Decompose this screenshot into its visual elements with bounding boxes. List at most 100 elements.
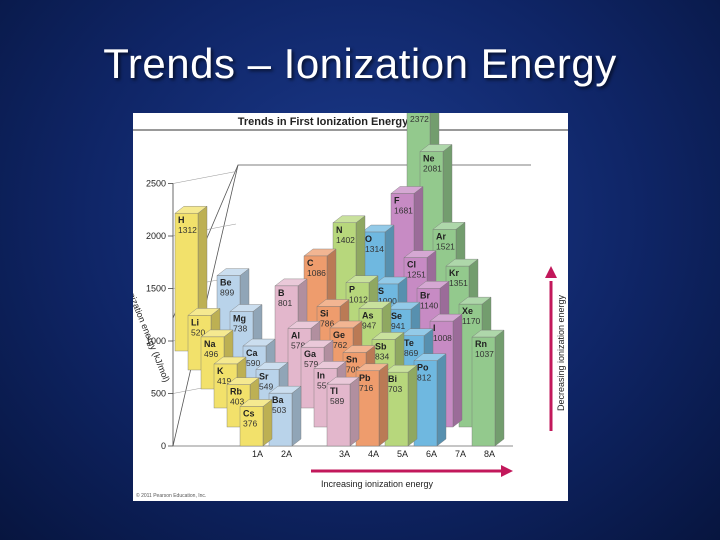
- bar-symbol-label: Cs: [243, 409, 255, 419]
- bar-value-label: 1008: [433, 333, 452, 343]
- bar-symbol-label: Ca: [246, 348, 258, 358]
- bar-value-label: 1000: [378, 296, 397, 306]
- bar-value-label: 579: [304, 359, 318, 369]
- bar-value-label: 1402: [336, 235, 355, 245]
- bar-front-Tl: [326, 383, 351, 447]
- bar-symbol-label: Na: [204, 339, 216, 349]
- x-tick-label: 8A: [484, 449, 495, 459]
- bar-side-Bi: [407, 364, 418, 447]
- y-tick-label: 2000: [146, 231, 166, 241]
- x-tick-label: 2A: [281, 449, 292, 459]
- bar-front-Cs: [239, 406, 264, 447]
- slide-title: Trends – Ionization Energy: [103, 40, 617, 87]
- bar-symbol-label: H: [178, 215, 185, 225]
- bar-value-label: 558: [317, 380, 331, 390]
- decreasing-arrow-head: [545, 266, 557, 278]
- bar-symbol-label: Sb: [375, 341, 387, 351]
- bar-symbol-label: He: [410, 113, 422, 114]
- increasing-arrow-label: Increasing ionization energy: [321, 479, 434, 489]
- bar-value-label: 589: [330, 396, 344, 406]
- bar-value-label: 947: [362, 321, 376, 331]
- bar-value-label: 941: [391, 321, 405, 331]
- bar-side-Po: [436, 353, 447, 447]
- bar-symbol-label: Ge: [333, 330, 345, 340]
- bar-value-label: 1086: [307, 268, 326, 278]
- bar-symbol-label: O: [365, 234, 372, 244]
- bar-value-label: 738: [233, 324, 247, 334]
- bar-value-label: 549: [259, 381, 273, 391]
- bar-symbol-label: Se: [391, 311, 402, 321]
- bar-symbol-label: Ba: [272, 395, 284, 405]
- bar-side-Cs: [262, 399, 273, 447]
- bar-value-label: 1037: [475, 349, 494, 359]
- bar-symbol-label: Cl: [407, 260, 416, 270]
- x-tick-label: 7A: [455, 449, 466, 459]
- y-tick-label: 1500: [146, 284, 166, 294]
- bar-symbol-label: Pb: [359, 373, 371, 383]
- bar-symbol-label: Bi: [388, 374, 397, 384]
- x-tick-label: 4A: [368, 449, 379, 459]
- bar-symbol-label: Sn: [346, 355, 358, 365]
- bar-value-label: 1012: [349, 295, 368, 305]
- bar-symbol-label: B: [278, 288, 285, 298]
- bar-symbol-label: Ne: [423, 153, 435, 163]
- ionization-energy-chart: Trends in First Ionization Energy 0 500 100…: [133, 113, 568, 499]
- bar-value-label: 376: [243, 419, 257, 429]
- bar-value-label: 1314: [365, 244, 384, 254]
- bar-value-label: 403: [230, 397, 244, 407]
- bar-value-label: 520: [191, 327, 205, 337]
- bar-value-label: 1170: [462, 316, 481, 326]
- bar-value-label: 1251: [407, 270, 426, 280]
- ionization-energy-figure: Trends in First Ionization Energy 0 500 100…: [133, 113, 568, 501]
- y-tick-label: 0: [161, 441, 166, 451]
- bar-symbol-label: P: [349, 285, 355, 295]
- bar-value-label: 801: [278, 298, 292, 308]
- bar-value-label: 1312: [178, 225, 197, 235]
- x-tick-label: 1A: [252, 449, 263, 459]
- bar-value-label: 1521: [436, 241, 455, 251]
- bar-value-label: 899: [220, 288, 234, 298]
- bar-value-label: 1351: [449, 278, 468, 288]
- bar-value-label: 419: [217, 376, 231, 386]
- bar-symbol-label: S: [378, 286, 384, 296]
- bar-symbol-label: Te: [404, 338, 414, 348]
- bar-value-label: 869: [404, 348, 418, 358]
- bar-value-label: 762: [333, 340, 347, 350]
- y-axis-label: Ionization energy (kJ/mol): [133, 284, 172, 383]
- bar-symbol-label: K: [217, 366, 224, 376]
- bar-symbol-label: Ar: [436, 231, 446, 241]
- bar-front-Rn: [471, 336, 496, 447]
- bar-side-Tl: [349, 376, 360, 447]
- decreasing-arrow-label: Decreasing ionization energy: [556, 294, 566, 411]
- bar-value-label: 1140: [420, 300, 439, 310]
- x-tick-label: 3A: [339, 449, 350, 459]
- bar-symbol-label: Al: [291, 330, 300, 340]
- gridline: [172, 171, 237, 184]
- bar-value-label: 786: [320, 318, 334, 328]
- bar-value-label: 578: [291, 340, 305, 350]
- copyright-text: © 2011 Pearson Education, Inc.: [136, 492, 206, 499]
- y-tick-label: 500: [151, 389, 166, 399]
- increasing-arrow-head: [501, 465, 513, 477]
- bar-symbol-label: Kr: [449, 268, 459, 278]
- bar-symbol-label: Si: [320, 308, 329, 318]
- bar-symbol-label: Mg: [233, 314, 246, 324]
- bar-symbol-label: Sr: [259, 371, 269, 381]
- bar-symbol-label: F: [394, 195, 400, 205]
- bar-value-label: 1681: [394, 205, 413, 215]
- bar-value-label: 703: [388, 384, 402, 394]
- bar-side-Pb: [378, 363, 389, 447]
- bar-value-label: 834: [375, 351, 389, 361]
- bar-symbol-label: N: [336, 225, 343, 235]
- bar-value-label: 2081: [423, 163, 442, 173]
- bar-value-label: 503: [272, 405, 286, 415]
- bar-symbol-label: I: [433, 323, 436, 333]
- bar-symbol-label: Tl: [330, 386, 338, 396]
- bar-value-label: 716: [359, 383, 373, 393]
- bar-side-Ba: [291, 385, 302, 447]
